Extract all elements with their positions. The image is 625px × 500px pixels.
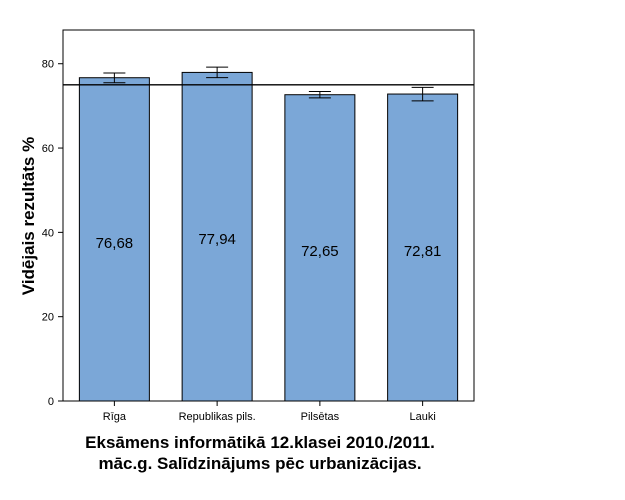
x-tick-label: Republikas pils. bbox=[179, 411, 256, 423]
data-label: 77,94 bbox=[198, 231, 236, 248]
plot-area: 0 20 40 60 80 76,68 Rīga 77,94 Republikas pils. 7… bbox=[42, 29, 475, 423]
bar bbox=[284, 94, 356, 402]
data-label: 76,68 bbox=[96, 235, 134, 252]
x-tick-label: Pilsētas bbox=[301, 411, 340, 423]
plot-frame bbox=[62, 29, 475, 402]
bar-chart: Vidējais rezultāts % 0 20 40 60 80 76,68 Rīga 7… bbox=[19, 29, 475, 423]
bar bbox=[387, 93, 459, 402]
x-tick-label: Rīga bbox=[103, 411, 127, 423]
bar bbox=[181, 71, 253, 402]
x-tick-label: Lauki bbox=[409, 411, 435, 423]
y-tick-label: 80 bbox=[42, 59, 54, 71]
y-tick-label: 60 bbox=[42, 143, 54, 155]
y-tick-label: 0 bbox=[48, 396, 54, 408]
y-tick-label: 40 bbox=[42, 227, 54, 239]
data-label: 72,81 bbox=[404, 243, 442, 260]
chart-caption-line-1: Eksāmens informātikā 12.klasei 2010./201… bbox=[85, 433, 435, 452]
chart-caption-line-2: māc.g. Salīdzinājums pēc urbanizācijas. bbox=[98, 454, 422, 473]
y-tick-label: 20 bbox=[42, 312, 54, 324]
data-label: 72,65 bbox=[301, 243, 339, 260]
y-axis-label: Vidējais rezultāts % bbox=[19, 137, 38, 295]
